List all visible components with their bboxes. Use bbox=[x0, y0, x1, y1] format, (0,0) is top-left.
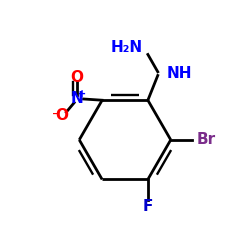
Text: H₂N: H₂N bbox=[111, 40, 143, 54]
Text: O: O bbox=[55, 108, 68, 123]
Text: N: N bbox=[70, 92, 83, 106]
Text: +: + bbox=[78, 88, 86, 99]
Text: −: − bbox=[52, 109, 60, 119]
Text: NH: NH bbox=[166, 66, 192, 80]
Text: Br: Br bbox=[197, 132, 216, 147]
Text: F: F bbox=[143, 199, 153, 214]
Text: O: O bbox=[70, 70, 83, 86]
